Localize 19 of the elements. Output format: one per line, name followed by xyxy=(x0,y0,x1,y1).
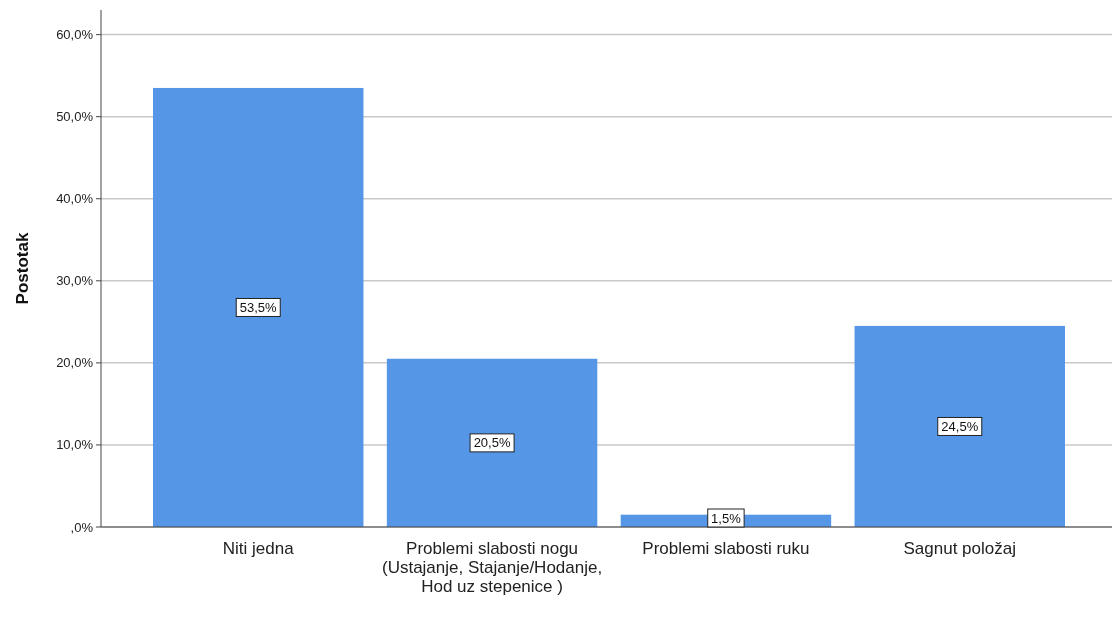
y-tick-label: 10,0% xyxy=(56,437,94,453)
bar xyxy=(153,87,364,527)
y-tick-label: 60,0% xyxy=(56,27,94,43)
bar xyxy=(854,325,1065,527)
data-label: 53,5% xyxy=(239,300,278,316)
y-tick-label: ,0% xyxy=(70,519,94,535)
y-tick-label: 30,0% xyxy=(56,273,94,289)
x-tick-label: Sagnut položaj xyxy=(903,539,1017,558)
y-tick-label: 50,0% xyxy=(56,109,94,125)
data-label: 1,5% xyxy=(711,510,742,526)
bar xyxy=(386,358,598,527)
x-tick-label: Problemi slabosti ruku xyxy=(642,539,810,558)
x-tick-label: Problemi slabosti nogu (Ustajanje, Stajanje/Hodanje, Hod uz stepenice ) xyxy=(381,539,603,596)
data-label: 20,5% xyxy=(473,435,511,451)
y-tick-label: 20,0% xyxy=(56,355,94,371)
y-tick-label: 40,0% xyxy=(56,191,94,207)
y-axis-title: Postotak xyxy=(13,232,32,305)
data-label: 24,5% xyxy=(941,419,979,435)
x-tick-label: Niti jedna xyxy=(222,539,295,558)
